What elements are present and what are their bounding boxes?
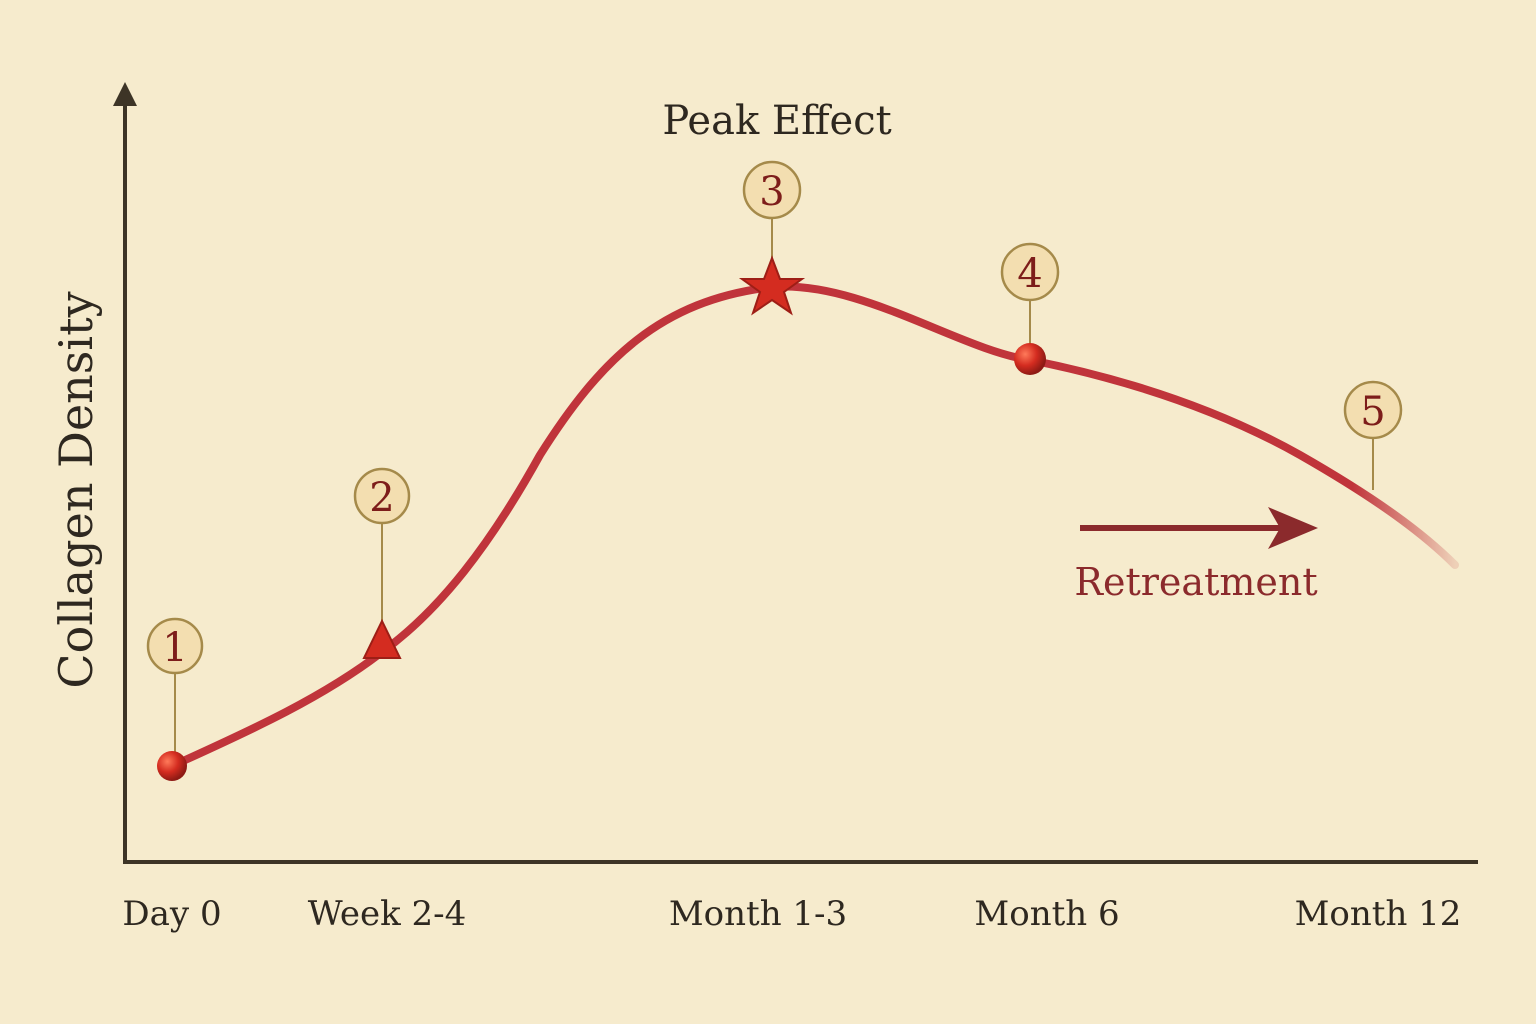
x-tick-label: Day 0 <box>122 894 221 934</box>
x-tick-label: Month 1-3 <box>669 894 847 934</box>
badge-number: 4 <box>1017 251 1042 297</box>
axes <box>113 82 1478 864</box>
leader-lines <box>174 218 1374 752</box>
retreatment-label: Retreatment <box>1074 560 1317 604</box>
peak-effect-label: Peak Effect <box>662 98 891 144</box>
badge-number: 5 <box>1360 389 1385 435</box>
badge-number: 2 <box>369 475 394 521</box>
x-tick-label: Week 2-4 <box>308 894 467 934</box>
badge-3: 3 <box>742 160 802 220</box>
number-badges: 1 2 3 4 5 <box>146 160 1403 675</box>
point-marker-2 <box>362 618 402 659</box>
badge-4: 4 <box>1000 242 1060 302</box>
retreatment-annotation: Retreatment <box>1074 507 1318 604</box>
badge-number: 1 <box>162 625 187 671</box>
badge-number: 3 <box>759 169 784 215</box>
point-markers <box>157 255 1046 781</box>
point-marker-1 <box>157 751 187 781</box>
x-tick-labels: Day 0 Week 2-4 Month 1-3 Month 6 Month 1… <box>122 894 1461 934</box>
badge-1: 1 <box>146 617 204 675</box>
point-marker-3 <box>738 255 806 316</box>
badge-2: 2 <box>353 467 411 525</box>
y-axis-arrow <box>113 82 137 106</box>
point-marker-4 <box>1014 343 1046 375</box>
badge-5: 5 <box>1343 380 1403 440</box>
retreatment-arrow-icon <box>1268 507 1318 549</box>
x-tick-label: Month 6 <box>974 894 1119 934</box>
y-axis-label: Collagen Density <box>49 291 103 688</box>
x-tick-label: Month 12 <box>1295 894 1462 934</box>
